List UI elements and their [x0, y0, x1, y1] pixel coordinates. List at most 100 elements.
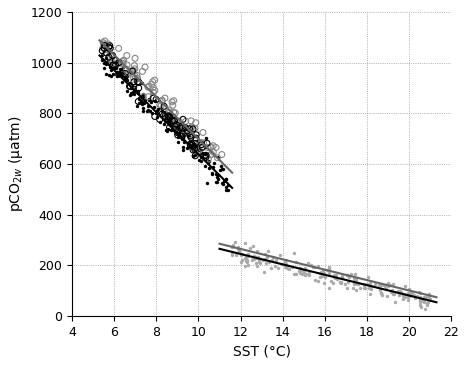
- Point: [197, 150, 205, 156]
- Point: [112, 65, 119, 70]
- Point: [118, 66, 125, 72]
- Point: [160, 103, 168, 109]
- Point: [216, 168, 224, 173]
- Point: [127, 90, 135, 96]
- Point: [106, 43, 114, 49]
- Point: [351, 272, 358, 277]
- Point: [292, 260, 300, 265]
- Point: [133, 72, 141, 78]
- Point: [298, 271, 305, 277]
- Point: [420, 294, 428, 300]
- Point: [371, 281, 379, 287]
- Point: [101, 46, 108, 52]
- Point: [99, 45, 107, 51]
- Point: [164, 118, 172, 124]
- Point: [271, 264, 279, 269]
- Point: [103, 55, 110, 61]
- Point: [112, 62, 119, 68]
- Point: [135, 99, 142, 104]
- Point: [356, 285, 363, 291]
- Point: [276, 252, 283, 258]
- Point: [361, 281, 368, 287]
- Point: [406, 293, 413, 299]
- Point: [343, 272, 350, 278]
- Point: [180, 147, 187, 153]
- Point: [102, 72, 110, 77]
- Point: [112, 58, 120, 64]
- Point: [165, 110, 173, 116]
- Point: [212, 145, 220, 150]
- Point: [325, 264, 332, 270]
- Point: [201, 151, 208, 157]
- Point: [177, 121, 184, 127]
- Point: [245, 253, 252, 259]
- Point: [296, 265, 303, 271]
- Point: [135, 79, 143, 85]
- Point: [122, 74, 129, 80]
- Point: [302, 273, 309, 278]
- Point: [334, 277, 341, 283]
- Point: [161, 95, 169, 101]
- Point: [183, 130, 190, 135]
- Point: [179, 126, 186, 132]
- Point: [420, 296, 428, 302]
- Point: [401, 294, 409, 300]
- Point: [188, 141, 195, 146]
- Point: [171, 120, 178, 126]
- Point: [154, 106, 162, 112]
- Point: [119, 61, 127, 67]
- Point: [304, 260, 312, 266]
- Point: [137, 98, 144, 104]
- Point: [189, 147, 197, 153]
- Point: [130, 68, 137, 74]
- Point: [253, 248, 260, 254]
- Point: [134, 103, 141, 108]
- Point: [409, 289, 416, 295]
- Point: [158, 111, 166, 116]
- Point: [187, 134, 195, 140]
- Point: [178, 122, 185, 128]
- Point: [140, 100, 148, 106]
- Point: [150, 95, 157, 101]
- Point: [190, 153, 197, 159]
- Point: [153, 108, 161, 114]
- Point: [232, 252, 240, 258]
- Point: [192, 153, 199, 158]
- Point: [140, 94, 147, 100]
- Point: [384, 283, 392, 289]
- Point: [391, 299, 398, 305]
- Point: [192, 141, 199, 147]
- Point: [178, 125, 186, 131]
- Point: [152, 96, 160, 102]
- Point: [158, 99, 166, 104]
- Point: [315, 263, 322, 269]
- Point: [212, 179, 220, 185]
- Point: [218, 151, 226, 157]
- Point: [108, 67, 115, 73]
- Point: [265, 259, 272, 265]
- Point: [367, 280, 374, 286]
- Point: [122, 72, 129, 78]
- Point: [261, 257, 268, 262]
- Point: [105, 72, 113, 78]
- Point: [129, 82, 136, 88]
- Point: [352, 276, 359, 282]
- Point: [102, 50, 109, 55]
- Point: [112, 57, 119, 63]
- Point: [321, 274, 329, 280]
- Point: [222, 184, 229, 190]
- Point: [179, 144, 187, 150]
- Point: [377, 290, 385, 296]
- Point: [133, 88, 140, 94]
- Point: [157, 119, 164, 125]
- Point: [179, 134, 186, 139]
- Point: [144, 94, 152, 100]
- Point: [192, 120, 199, 126]
- Point: [417, 290, 424, 296]
- Point: [188, 145, 196, 150]
- Point: [165, 107, 173, 113]
- Point: [185, 134, 192, 139]
- Point: [299, 270, 307, 276]
- Point: [219, 180, 226, 186]
- Point: [248, 257, 256, 263]
